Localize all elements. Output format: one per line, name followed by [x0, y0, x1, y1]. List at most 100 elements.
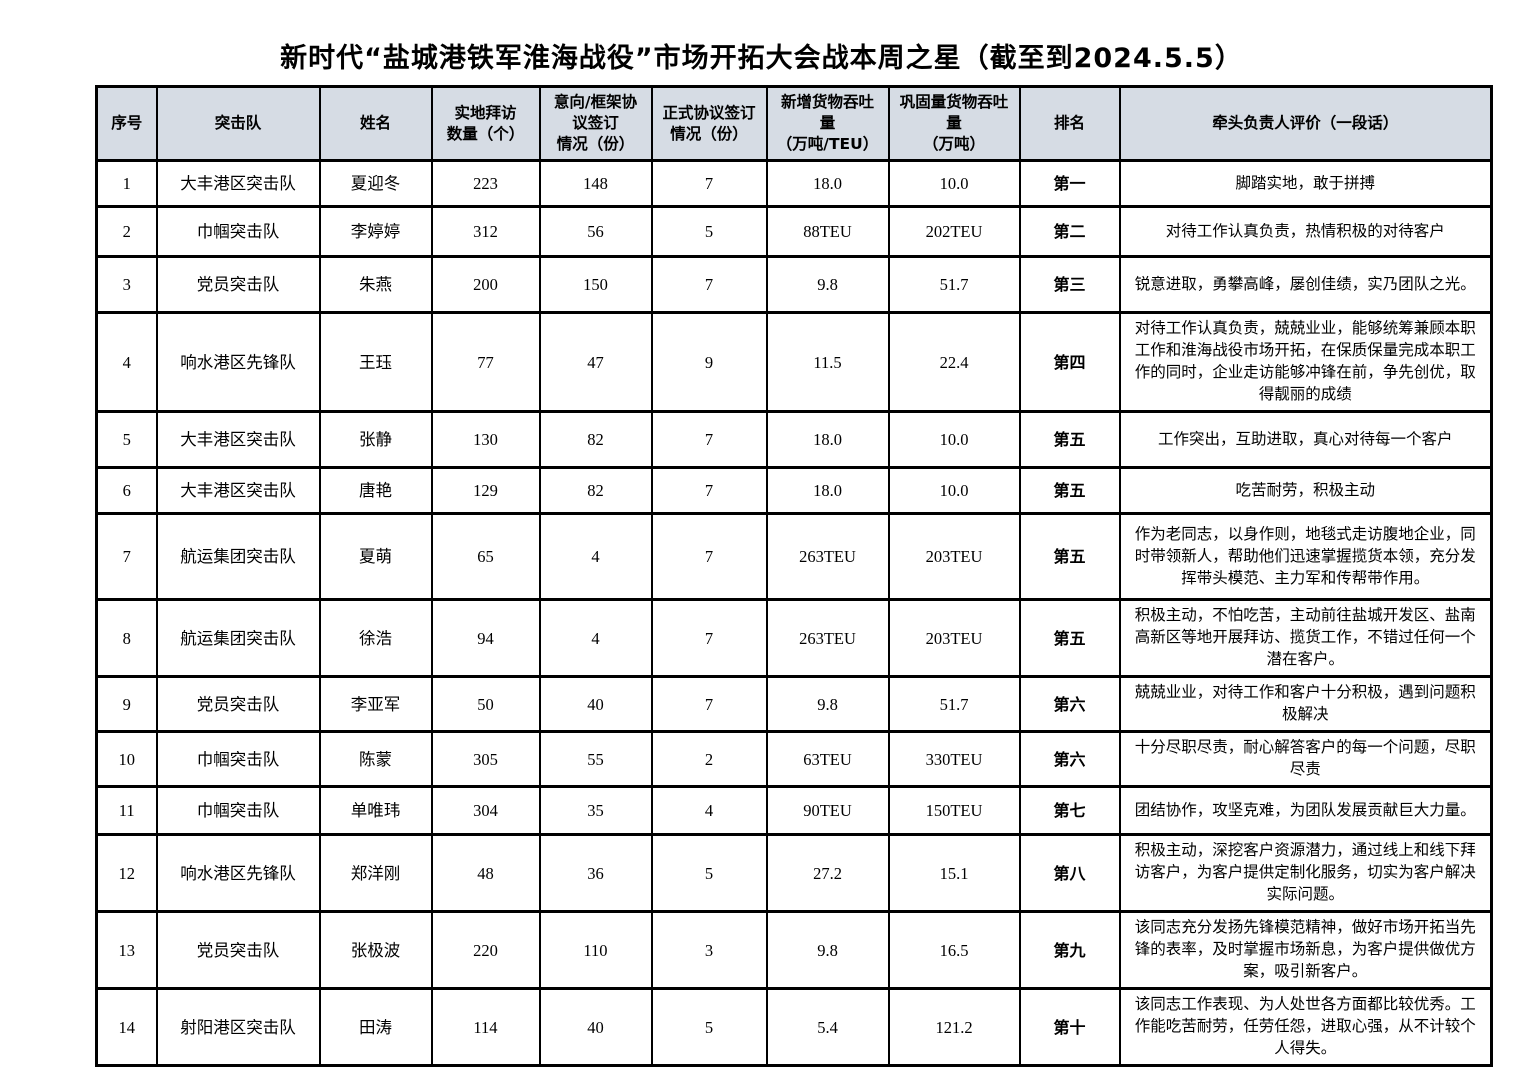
cell-formal-agreements: 4: [650, 785, 768, 836]
cell-consolidated-throughput: 10.0: [887, 466, 1021, 515]
cell-formal-agreements: 7: [650, 159, 768, 208]
table-row: 11 巾帼突击队 单唯玮 304 35 4 90TEU 150TEU 第七 团结协作，攻坚克难，为…: [95, 785, 1493, 836]
cell-evaluation: 兢兢业业，对待工作和客户十分积极，遇到问题积极解决: [1118, 675, 1493, 733]
cell-consolidated-throughput: 203TEU: [887, 598, 1021, 678]
table-row: 12 响水港区先锋队 郑洋刚 48 36 5 27.2 15.1 第八 积极主动，深挖客户资源潜力…: [95, 833, 1493, 913]
cell-index: 13: [95, 910, 158, 990]
table-body: 1 大丰港区突击队 夏迎冬 223 148 7 18.0 10.0 第一 脚踏实地，敢于拼搏 2 巾帼…: [95, 159, 1493, 1067]
cell-formal-agreements: 7: [650, 675, 768, 733]
cell-visits: 48: [430, 833, 541, 913]
table-row: 5 大丰港区突击队 张静 130 82 7 18.0 10.0 第五 工作突出，互助进取，真心对待…: [95, 410, 1493, 469]
cell-consolidated-throughput: 16.5: [887, 910, 1021, 990]
cell-name: 郑洋刚: [318, 833, 433, 913]
cell-intent-agreements: 82: [538, 410, 653, 469]
cell-visits: 50: [430, 675, 541, 733]
cell-visits: 129: [430, 466, 541, 515]
cell-rank: 第五: [1018, 512, 1121, 601]
cell-evaluation: 该同志工作表现、为人处世各方面都比较优秀。工作能吃苦耐劳，任劳任怨，进取心强，从…: [1118, 987, 1493, 1067]
cell-new-throughput: 88TEU: [765, 205, 890, 258]
cell-visits: 223: [430, 159, 541, 208]
cell-team: 党员突击队: [155, 910, 321, 990]
cell-rank: 第四: [1018, 311, 1121, 413]
cell-index: 1: [95, 159, 158, 208]
cell-new-throughput: 90TEU: [765, 785, 890, 836]
cell-team: 巾帼突击队: [155, 730, 321, 788]
cell-rank: 第一: [1018, 159, 1121, 208]
header-rank: 排名: [1018, 85, 1121, 162]
cell-new-throughput: 63TEU: [765, 730, 890, 788]
cell-rank: 第九: [1018, 910, 1121, 990]
cell-visits: 77: [430, 311, 541, 413]
cell-formal-agreements: 5: [650, 987, 768, 1067]
cell-consolidated-throughput: 22.4: [887, 311, 1021, 413]
table-row: 14 射阳港区突击队 田涛 114 40 5 5.4 121.2 第十 该同志工作表现、为人处世各…: [95, 987, 1493, 1067]
header-visits: 实地拜访 数量（个）: [430, 85, 541, 162]
cell-team: 党员突击队: [155, 255, 321, 314]
cell-evaluation: 作为老同志，以身作则，地毯式走访腹地企业，同时带领新人，帮助他们迅速掌握揽货本领…: [1118, 512, 1493, 601]
cell-intent-agreements: 4: [538, 512, 653, 601]
cell-name: 陈蒙: [318, 730, 433, 788]
cell-index: 14: [95, 987, 158, 1067]
cell-name: 张极波: [318, 910, 433, 990]
cell-name: 李亚军: [318, 675, 433, 733]
header-consolidated-throughput: 巩固量货物吞吐量 （万吨）: [887, 85, 1021, 162]
header-evaluation: 牵头负责人评价（一段话）: [1118, 85, 1493, 162]
cell-new-throughput: 27.2: [765, 833, 890, 913]
cell-index: 2: [95, 205, 158, 258]
cell-team: 响水港区先锋队: [155, 311, 321, 413]
cell-intent-agreements: 55: [538, 730, 653, 788]
cell-rank: 第五: [1018, 410, 1121, 469]
table-row: 9 党员突击队 李亚军 50 40 7 9.8 51.7 第六 兢兢业业，对待工作和客户十分积极，…: [95, 675, 1493, 733]
table-row: 1 大丰港区突击队 夏迎冬 223 148 7 18.0 10.0 第一 脚踏实地，敢于拼搏: [95, 159, 1493, 208]
cell-visits: 65: [430, 512, 541, 601]
cell-new-throughput: 263TEU: [765, 512, 890, 601]
cell-formal-agreements: 9: [650, 311, 768, 413]
cell-team: 大丰港区突击队: [155, 410, 321, 469]
cell-visits: 94: [430, 598, 541, 678]
cell-rank: 第三: [1018, 255, 1121, 314]
header-team: 突击队: [155, 85, 321, 162]
cell-rank: 第七: [1018, 785, 1121, 836]
cell-consolidated-throughput: 203TEU: [887, 512, 1021, 601]
cell-index: 7: [95, 512, 158, 601]
header-intent-agreements: 意向/框架协议签订 情况（份）: [538, 85, 653, 162]
cell-visits: 114: [430, 987, 541, 1067]
cell-team: 射阳港区突击队: [155, 987, 321, 1067]
cell-rank: 第二: [1018, 205, 1121, 258]
header-new-throughput: 新增货物吞吐量 （万吨/TEU）: [765, 85, 890, 162]
cell-consolidated-throughput: 330TEU: [887, 730, 1021, 788]
cell-consolidated-throughput: 15.1: [887, 833, 1021, 913]
cell-name: 李婷婷: [318, 205, 433, 258]
weekly-star-table: 序号 突击队 姓名 实地拜访 数量（个） 意向/框架协议签订 情况（份） 正式协…: [95, 85, 1493, 1067]
table-row: 4 响水港区先锋队 王珏 77 47 9 11.5 22.4 第四 对待工作认真负责，兢兢业业，能…: [95, 311, 1493, 413]
cell-team: 党员突击队: [155, 675, 321, 733]
cell-name: 夏迎冬: [318, 159, 433, 208]
cell-new-throughput: 9.8: [765, 255, 890, 314]
cell-visits: 130: [430, 410, 541, 469]
cell-consolidated-throughput: 10.0: [887, 410, 1021, 469]
cell-index: 5: [95, 410, 158, 469]
cell-rank: 第十: [1018, 987, 1121, 1067]
cell-evaluation: 团结协作，攻坚克难，为团队发展贡献巨大力量。: [1118, 785, 1493, 836]
cell-name: 单唯玮: [318, 785, 433, 836]
cell-intent-agreements: 4: [538, 598, 653, 678]
page-title: 新时代“盐城港铁军淮海战役”市场开拓大会战本周之星（截至到2024.5.5）: [280, 43, 1243, 74]
cell-intent-agreements: 36: [538, 833, 653, 913]
cell-intent-agreements: 47: [538, 311, 653, 413]
table-row: 8 航运集团突击队 徐浩 94 4 7 263TEU 203TEU 第五 积极主动，不怕吃苦，主动…: [95, 598, 1493, 678]
cell-new-throughput: 18.0: [765, 410, 890, 469]
cell-rank: 第六: [1018, 730, 1121, 788]
cell-name: 唐艳: [318, 466, 433, 515]
cell-evaluation: 该同志充分发扬先锋模范精神，做好市场开拓当先锋的表率，及时掌握市场新息，为客户提…: [1118, 910, 1493, 990]
cell-consolidated-throughput: 51.7: [887, 675, 1021, 733]
cell-index: 12: [95, 833, 158, 913]
cell-team: 大丰港区突击队: [155, 466, 321, 515]
cell-rank: 第六: [1018, 675, 1121, 733]
cell-consolidated-throughput: 10.0: [887, 159, 1021, 208]
cell-index: 10: [95, 730, 158, 788]
cell-formal-agreements: 5: [650, 833, 768, 913]
table-row: 13 党员突击队 张极波 220 110 3 9.8 16.5 第九 该同志充分发扬先锋模范精神，…: [95, 910, 1493, 990]
header-name: 姓名: [318, 85, 433, 162]
cell-rank: 第五: [1018, 466, 1121, 515]
